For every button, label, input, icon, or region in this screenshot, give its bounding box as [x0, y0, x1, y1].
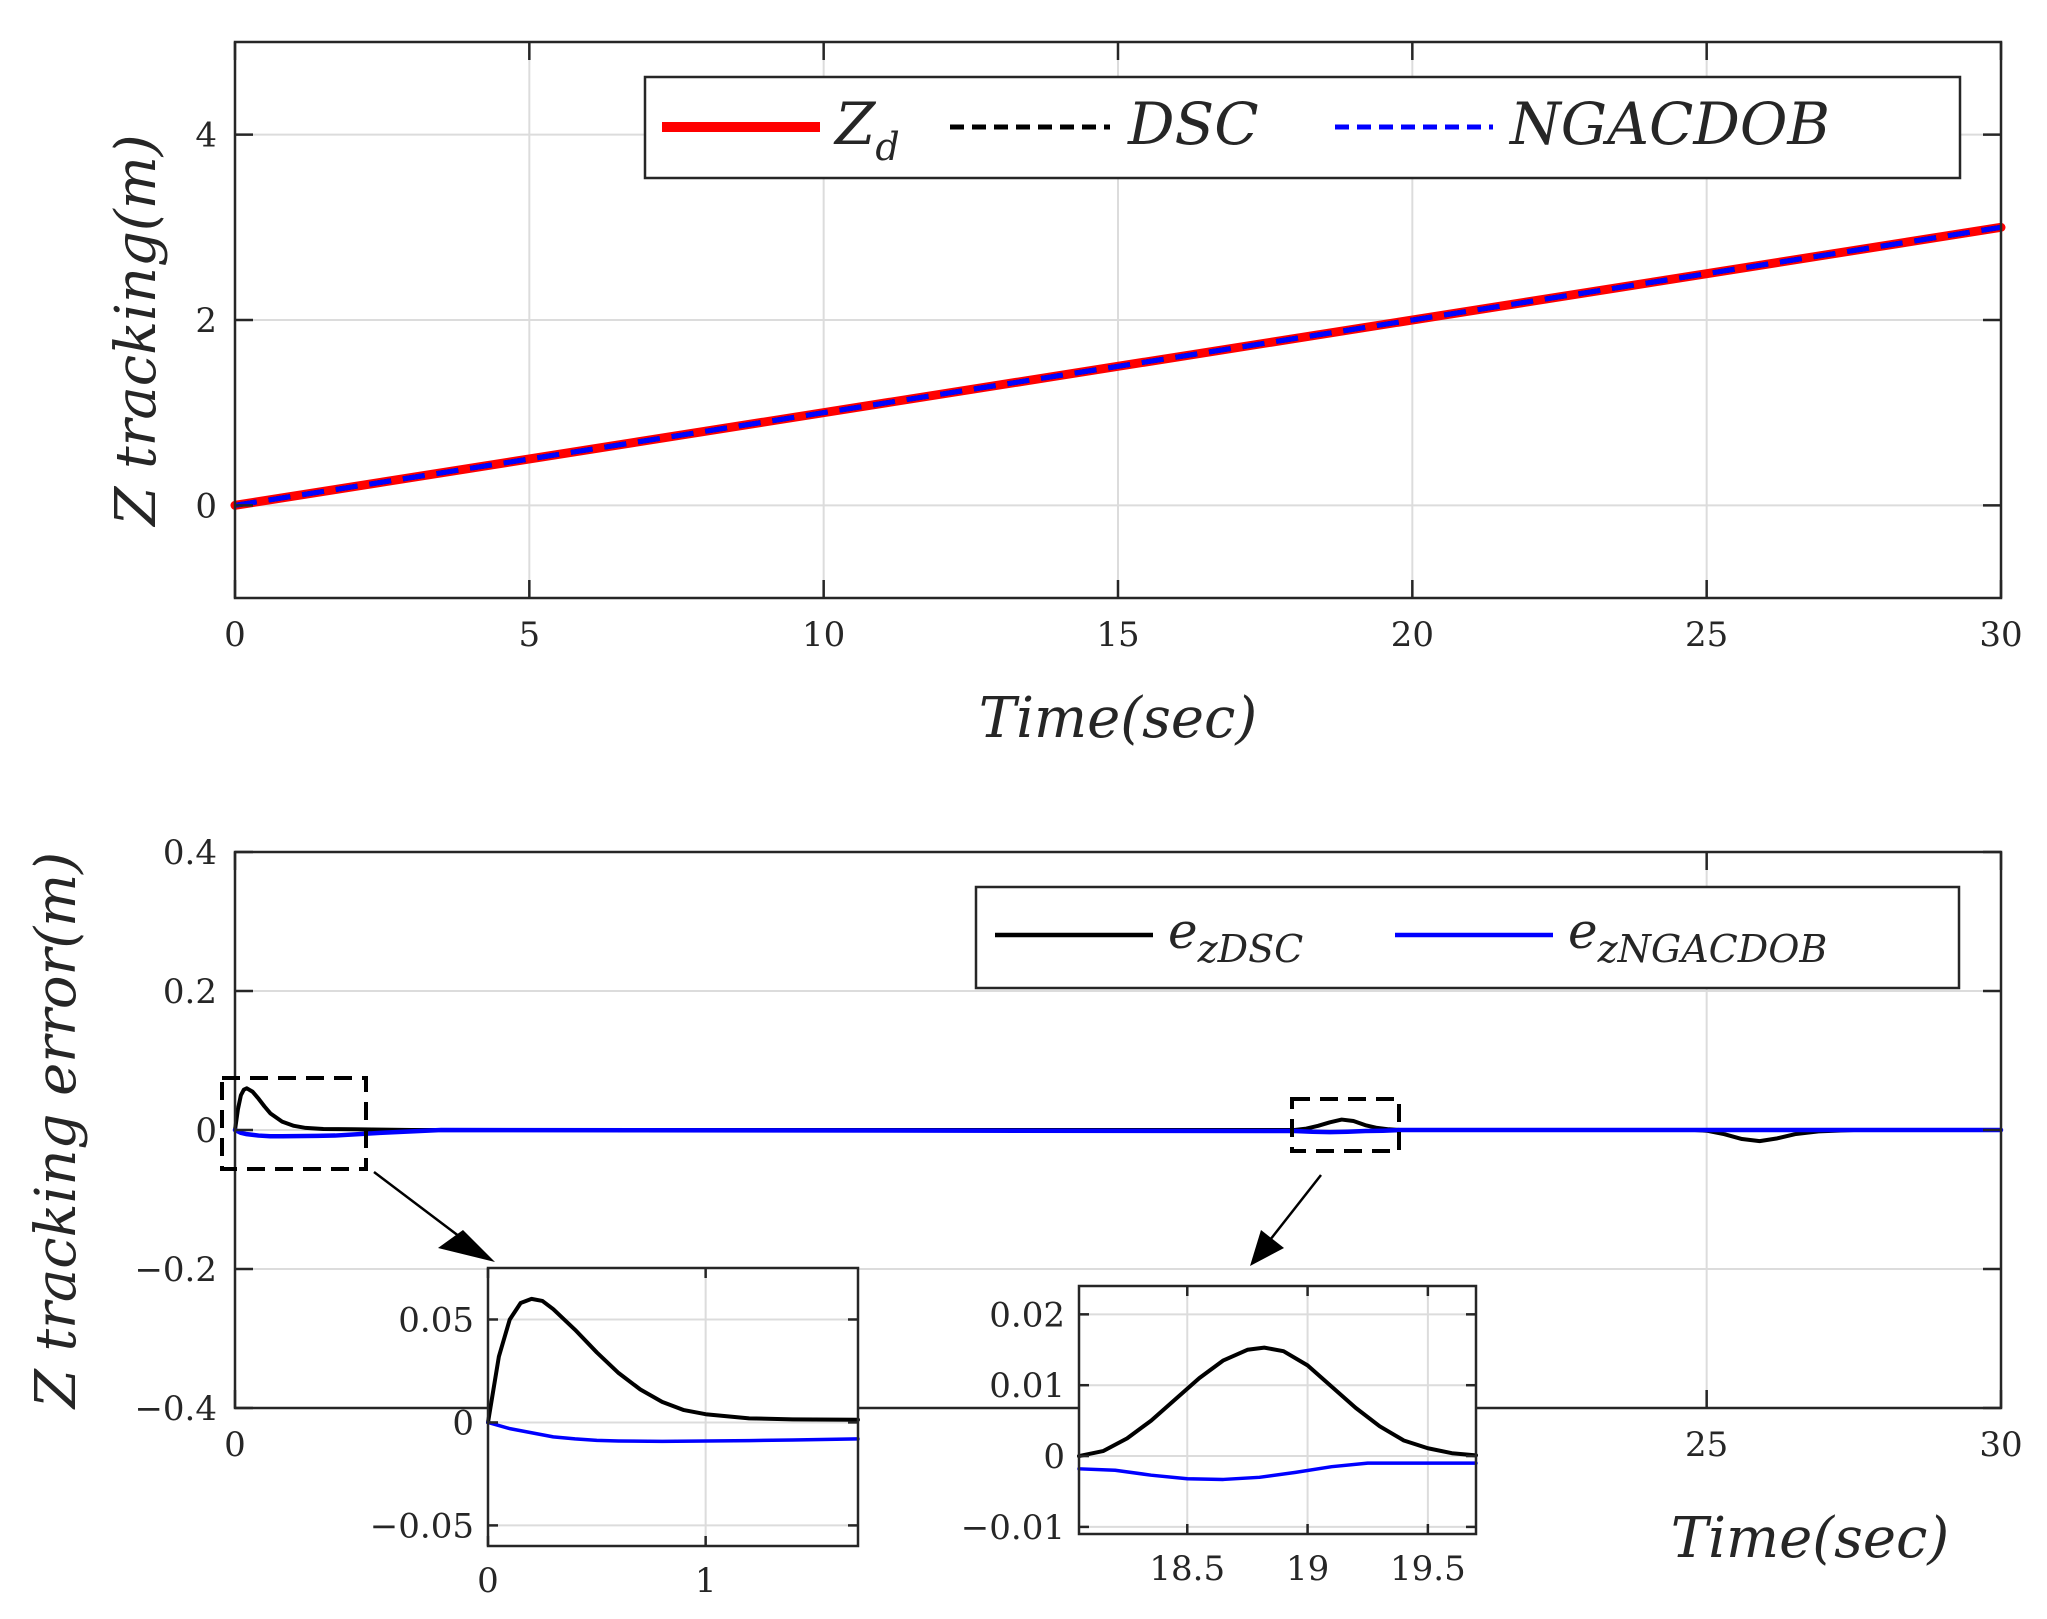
legend-label-ezngacdob: ezNGACDOB	[1568, 902, 1827, 971]
zoom-arrow-2-head	[1250, 1230, 1284, 1266]
bottom-legend: ezDSC ezNGACDOB	[974, 885, 1961, 990]
top-chart: 0 5 10 15 20 25 30 0 2 4 Time(sec) Z tracking(m)…	[104, 40, 2023, 751]
top-legend-box	[643, 75, 1962, 180]
x-tick-label: 20	[1391, 615, 1434, 655]
bottom-x-label: Time(sec)	[1671, 1506, 1949, 1571]
bottom-x-ticks: 0 25 30	[224, 852, 2023, 1465]
y-tick-label: −0.05	[370, 1506, 474, 1546]
top-x-label: Time(sec)	[979, 686, 1257, 751]
y-tick-label: 0.02	[989, 1295, 1065, 1335]
bottom-series	[232, 1086, 2004, 1144]
x-tick-label: 1	[695, 1561, 717, 1601]
bottom-chart: 0 25 30 0.4 0.2 0 −0.2 −0.4 Time(sec) Z tracki…	[24, 833, 2023, 1571]
legend-label-ngacdob: NGACDOB	[1508, 90, 1830, 158]
zoom-arrow-2-shaft	[1269, 1174, 1322, 1241]
y-tick-label: −0.01	[961, 1508, 1065, 1548]
series-line-ngacdob	[234, 224, 2002, 508]
zoom-arrow-1-shaft	[373, 1171, 469, 1244]
series-line-dsc	[486, 1296, 860, 1425]
inset-1-axes-box	[486, 1266, 860, 1548]
top-x-ticks: 0 5 10 15 20 25 30	[224, 42, 2023, 655]
inset-2-x-ticks: 18.5 19 19.5	[1149, 1286, 1466, 1589]
inset-2-plot-area	[1079, 1286, 1476, 1534]
legend-label-ezdsc-main: e	[1168, 902, 1198, 960]
legend-label-ezdsc: ezDSC	[1168, 902, 1303, 971]
x-tick-label: 0	[477, 1561, 499, 1601]
x-tick-label: 30	[1979, 615, 2022, 655]
y-tick-label: −0.4	[134, 1389, 217, 1429]
x-tick-label: 18.5	[1149, 1549, 1225, 1589]
top-y-label: Z tracking(m)	[104, 134, 169, 527]
series-line-ngacdob	[486, 1420, 860, 1444]
series-line-ngacdob	[1077, 1461, 1478, 1482]
zoom-box-1	[220, 1076, 368, 1171]
bottom-y-label: Z tracking error(m)	[24, 852, 89, 1410]
y-tick-label: 0	[195, 1111, 217, 1151]
series-line-dsc	[1077, 1345, 1478, 1459]
inset-2-series	[1077, 1345, 1478, 1482]
inset-1-y-ticks: 0.05 0 −0.05	[370, 1300, 858, 1546]
legend-label-ezngacdob-sub: zNGACDOB	[1597, 927, 1828, 971]
zoom-box-2	[1290, 1097, 1401, 1153]
y-tick-label: 0.2	[163, 972, 217, 1012]
x-tick-label: 25	[1685, 1425, 1728, 1465]
legend-label-ezdsc-sub: zDSC	[1197, 927, 1304, 971]
y-tick-label: 2	[195, 301, 217, 341]
top-y-ticks: 0 2 4	[195, 116, 2001, 526]
y-tick-label: −0.2	[134, 1250, 217, 1290]
bottom-y-ticks: 0.4 0.2 0 −0.2 −0.4	[134, 833, 2001, 1429]
top-legend: Zd DSC NGACDOB	[643, 75, 1962, 180]
x-tick-label: 25	[1685, 615, 1728, 655]
inset-1-series	[486, 1296, 860, 1444]
x-tick-label: 0	[224, 615, 246, 655]
legend-label-ezngacdob-main: e	[1568, 902, 1598, 960]
x-tick-label: 19	[1286, 1549, 1329, 1589]
inset-2-grid	[1079, 1286, 1476, 1534]
series-line-ezngacdob	[232, 1127, 2004, 1139]
zoom-arrow-1-head	[438, 1230, 495, 1262]
y-tick-label: 0.4	[163, 833, 217, 873]
legend-label-zd-main: Z	[833, 90, 877, 158]
x-tick-label: 15	[1096, 615, 1139, 655]
y-tick-label: 0.01	[989, 1366, 1065, 1406]
y-tick-label: 0	[195, 486, 217, 526]
inset-2-y-ticks: 0.02 0.01 0 −0.01	[961, 1295, 1476, 1548]
bottom-legend-box	[974, 885, 1961, 990]
legend-label-zd: Zd	[833, 90, 900, 169]
x-tick-label: 10	[802, 615, 845, 655]
x-tick-label: 30	[1979, 1425, 2022, 1465]
inset-2-axes-box	[1077, 1284, 1478, 1536]
inset-chart-2: 18.5 19 19.5 0.02 0.01 0 −0.01	[961, 1284, 1478, 1589]
x-tick-label: 19.5	[1390, 1549, 1466, 1589]
x-tick-label: 5	[519, 615, 541, 655]
legend-label-zd-sub: d	[875, 125, 899, 169]
y-tick-label: 0	[1043, 1437, 1065, 1477]
y-tick-label: 0	[452, 1403, 474, 1443]
series-line-ezdsc	[233, 1086, 2003, 1144]
top-series	[230, 222, 2006, 510]
x-tick-label: 0	[224, 1425, 246, 1465]
legend-label-dsc: DSC	[1127, 90, 1259, 158]
y-tick-label: 4	[195, 116, 217, 156]
y-tick-label: 0.05	[398, 1300, 474, 1340]
